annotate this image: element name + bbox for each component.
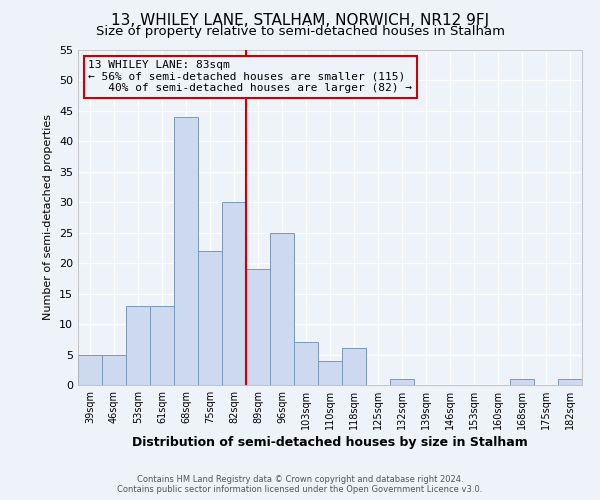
Bar	[102, 354, 126, 385]
Bar	[558, 379, 582, 385]
Text: Contains HM Land Registry data © Crown copyright and database right 2024.
Contai: Contains HM Land Registry data © Crown c…	[118, 474, 482, 494]
Y-axis label: Number of semi-detached properties: Number of semi-detached properties	[43, 114, 53, 320]
X-axis label: Distribution of semi-detached houses by size in Stalham: Distribution of semi-detached houses by …	[132, 436, 528, 449]
Bar	[270, 232, 294, 385]
Bar	[294, 342, 318, 385]
Text: 13, WHILEY LANE, STALHAM, NORWICH, NR12 9FJ: 13, WHILEY LANE, STALHAM, NORWICH, NR12 …	[111, 12, 489, 28]
Text: 13 WHILEY LANE: 83sqm
← 56% of semi-detached houses are smaller (115)
   40% of : 13 WHILEY LANE: 83sqm ← 56% of semi-deta…	[88, 60, 412, 93]
Bar	[150, 306, 174, 385]
Bar	[510, 379, 534, 385]
Bar	[78, 354, 102, 385]
Bar	[342, 348, 366, 385]
Bar	[222, 202, 246, 385]
Bar	[390, 379, 414, 385]
Text: Size of property relative to semi-detached houses in Stalham: Size of property relative to semi-detach…	[95, 25, 505, 38]
Bar	[246, 270, 270, 385]
Bar	[174, 117, 198, 385]
Bar	[126, 306, 150, 385]
Bar	[318, 360, 342, 385]
Bar	[198, 251, 222, 385]
